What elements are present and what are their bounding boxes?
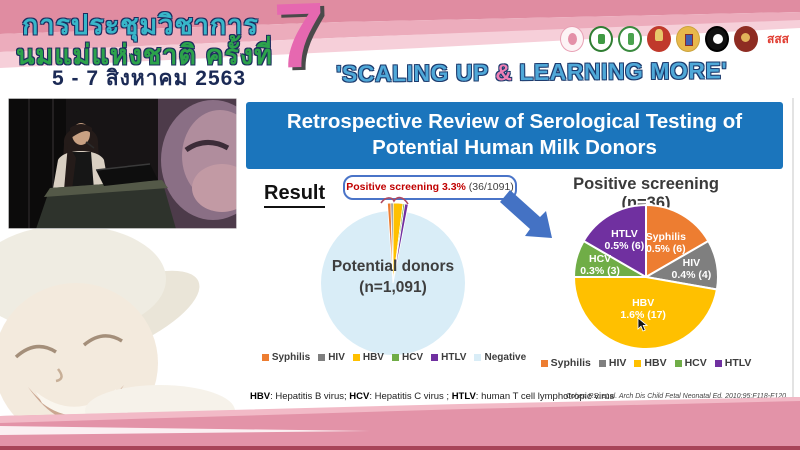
pie-slice-hbv — [573, 276, 718, 350]
conference-title-line1: การประชุมวิชาการ — [22, 10, 259, 40]
thai-health-sss-logo: สสส — [767, 32, 789, 46]
slide-right-edge — [792, 98, 794, 398]
legend-item-hcv: HCV — [674, 357, 707, 369]
slogan-close: LEARNING MORE' — [512, 57, 728, 86]
background-baby-photo — [0, 229, 237, 417]
callout-detail: (36/1091) — [465, 181, 514, 193]
donors-label-line1: Potential donors — [331, 258, 455, 275]
abbreviation-footnote: HBV: Hepatitis B virus; HCV: Hepatitis C… — [250, 391, 615, 402]
laptop — [96, 164, 158, 186]
legend-item-htlv: HTLV — [714, 357, 751, 369]
sponsor-logos-row: สสส — [560, 26, 793, 52]
footnote-abbr-hbv: HBV — [250, 391, 271, 402]
slide-title: Retrospective Review of Serological Test… — [246, 102, 783, 169]
donors-pie-chart — [321, 196, 465, 355]
callout-brace — [380, 196, 409, 205]
green-health-seal-1-logo — [589, 26, 613, 52]
footnote-abbr-hcv: HCV — [349, 391, 370, 402]
dark-red-college-seal-logo — [734, 26, 758, 52]
royal-gold-shield-emblem-logo — [676, 26, 700, 52]
positive-screening-callout: Positive screening 3.3% (36/1091) — [343, 175, 517, 200]
podium — [36, 163, 176, 229]
black-university-seal-logo — [705, 26, 729, 52]
pie-slice-htlv — [582, 204, 647, 278]
mother-child-foundation-logo — [560, 26, 584, 52]
projected-baby-image — [158, 98, 237, 229]
reference-citation: Cohen RS, et al. Arch Dis Child Fetal Ne… — [565, 393, 788, 400]
mouse-cursor-icon — [637, 317, 649, 332]
positive-screening-legend: Syphilis HIV HBV HCV HTLV — [540, 357, 751, 369]
slide-title-line1: Retrospective Review of Serological Test… — [286, 110, 743, 133]
presenter-video — [8, 98, 237, 229]
donors-label-line2: (n=1,091) — [359, 279, 427, 296]
legend-item-hiv: HIV — [598, 357, 626, 369]
arrow-right-icon — [500, 190, 552, 238]
conference-slogan: 'SCALING UP & LEARNING MORE' — [336, 57, 728, 87]
donors-pie-center-label: Potential donors (n=1,091) — [313, 256, 473, 298]
edition-number: 7 — [272, 0, 327, 88]
legend-item-hiv: HIV — [318, 352, 345, 363]
legend-item-hbv: HBV — [352, 352, 384, 363]
royal-red-gold-emblem-logo — [647, 26, 671, 52]
pie-sliver-htlv — [392, 203, 409, 284]
green-health-seal-2-logo — [618, 26, 642, 52]
legend-item-htlv: HTLV — [431, 352, 466, 363]
conference-title-line2: นมแม่แห่งชาติ ครั้งที่ — [16, 40, 273, 70]
positive-screening-pie-chart — [573, 204, 720, 350]
slogan-open: 'SCALING UP — [335, 59, 496, 87]
slide-title-line2: Potential Human Milk Donors — [372, 136, 657, 159]
donors-pie-legend: Syphilis HIV HBV HCV HTLV Negative — [256, 352, 532, 363]
pie-slice-syphilis — [645, 204, 710, 278]
conference-date: 5 - 7 สิงหาคม 2563 — [52, 67, 247, 90]
slogan-ampersand: & — [495, 59, 513, 86]
legend-item-syphilis: Syphilis — [540, 357, 591, 369]
callout-highlight: Positive screening 3.3% — [346, 181, 466, 193]
footnote-abbr-htlv: HTLV — [451, 391, 476, 402]
footer-pink-band — [0, 397, 800, 450]
legend-item-hbv: HBV — [634, 357, 667, 369]
legend-item-negative: Negative — [474, 352, 526, 363]
legend-item-hcv: HCV — [391, 352, 423, 363]
header-pink-bands — [0, 0, 800, 68]
result-heading: Result — [264, 182, 326, 208]
presenter — [52, 123, 110, 194]
legend-item-syphilis: Syphilis — [261, 352, 310, 363]
